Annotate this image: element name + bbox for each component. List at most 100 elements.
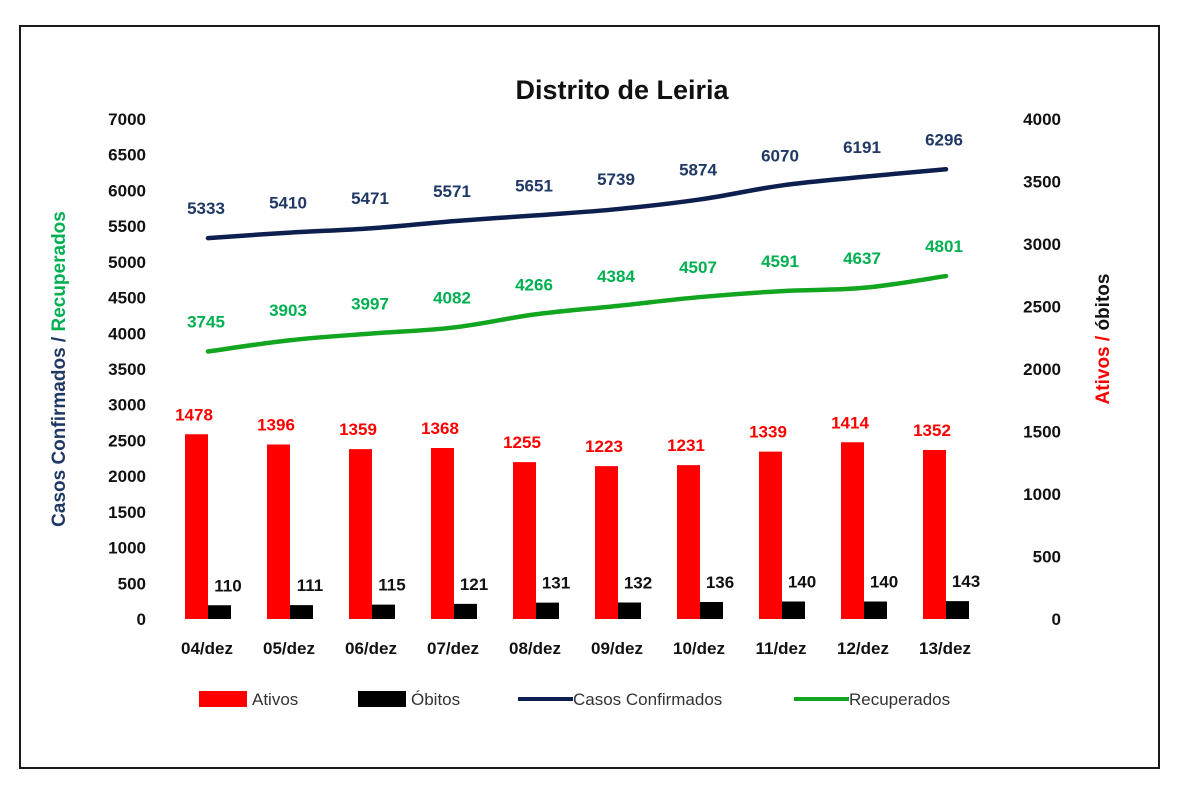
left-tick-label: 4000	[108, 324, 146, 343]
line-casos-confirmados	[205, 167, 949, 241]
label-obitos: 140	[870, 573, 898, 592]
legend-ativos-swatch	[199, 691, 247, 707]
label-obitos: 111	[297, 576, 324, 595]
left-tick-label: 2500	[108, 431, 146, 450]
bar-ativos	[431, 448, 454, 619]
bar-ativos	[267, 444, 290, 619]
label-casos-confirmados: 6191	[843, 138, 881, 157]
left-tick-label: 1500	[108, 503, 146, 522]
label-recuperados: 4384	[597, 267, 635, 286]
x-axis-ticks: 04/dez 05/dez 06/dez 07/dez 08/dez 09/dez 10/d…	[181, 639, 971, 658]
axis-title-part: Casos Confirmados	[49, 347, 70, 526]
label-obitos: 132	[624, 574, 652, 593]
line-series	[205, 167, 949, 354]
label-ativos: 1359	[339, 420, 377, 439]
label-casos-confirmados: 5571	[433, 182, 471, 201]
right-tick-label: 1000	[1023, 485, 1061, 504]
label-recuperados: 4507	[679, 258, 717, 277]
label-recuperados: 4591	[761, 252, 799, 271]
bar-obitos	[290, 605, 313, 619]
left-tick-label: 5500	[108, 217, 146, 236]
label-ativos: 1255	[503, 433, 541, 452]
label-ativos: 1478	[175, 405, 213, 424]
bar-ativos	[677, 465, 700, 619]
x-tick-label: 08/dez	[509, 639, 561, 658]
bar-obitos	[864, 601, 887, 619]
axis-title-part: /	[1093, 331, 1114, 347]
label-recuperados: 3745	[187, 313, 225, 332]
label-obitos: 121	[460, 575, 488, 594]
label-casos-confirmados: 5739	[597, 170, 635, 189]
label-obitos: 136	[706, 573, 734, 592]
label-recuperados: 3903	[269, 301, 307, 320]
right-tick-label: 3000	[1023, 235, 1061, 254]
left-axis-title: Casos Confirmados / Recuperados	[49, 211, 70, 527]
label-casos-confirmados: 5471	[351, 189, 389, 208]
bar-obitos	[372, 604, 395, 619]
right-tick-label: 2500	[1023, 298, 1061, 317]
bar-obitos	[454, 603, 477, 619]
label-recuperados: 4637	[843, 249, 881, 268]
label-ativos: 1339	[749, 423, 787, 442]
left-tick-label: 1000	[108, 539, 146, 558]
bar-ativos	[759, 451, 782, 619]
bar-ativos	[595, 466, 618, 619]
label-recuperados: 4266	[515, 275, 553, 294]
label-ativos: 1368	[421, 419, 459, 438]
left-tick-label: 6500	[108, 146, 146, 165]
bar-ativos	[841, 442, 864, 619]
chart-frame	[19, 25, 1160, 769]
bar-obitos	[536, 602, 559, 619]
legend-obitos-swatch	[358, 691, 406, 707]
axis-title-part: /	[49, 332, 70, 348]
label-casos-confirmados: 5333	[187, 199, 225, 218]
left-tick-label: 5000	[108, 253, 146, 272]
legend-ativos-label: Ativos	[252, 690, 298, 709]
legend: Ativos Óbitos Casos Confirmados Recuperados	[199, 690, 950, 709]
label-ativos: 1231	[667, 436, 705, 455]
x-tick-label: 12/dez	[837, 639, 889, 658]
label-obitos: 115	[378, 576, 405, 595]
x-tick-label: 07/dez	[427, 639, 479, 658]
x-tick-label: 09/dez	[591, 639, 643, 658]
line-recuperados	[205, 273, 949, 354]
x-tick-label: 13/dez	[919, 639, 971, 658]
axis-title-part: óbitos	[1093, 274, 1114, 331]
right-tick-label: 2000	[1023, 360, 1061, 379]
label-casos-confirmados: 6070	[761, 146, 799, 165]
right-tick-label: 4000	[1023, 110, 1061, 129]
right-axis-title: Ativos / óbitos	[1093, 274, 1114, 405]
right-tick-label: 0	[1052, 610, 1061, 629]
left-tick-label: 3500	[108, 360, 146, 379]
label-ativos: 1352	[913, 421, 951, 440]
left-axis-ticks: 0 500 1000 1500 2000 2500 3000 3500 4000 4500 5000…	[108, 110, 146, 629]
right-tick-label: 1500	[1023, 423, 1061, 442]
left-tick-label: 3000	[108, 396, 146, 415]
label-casos-confirmados: 6296	[925, 130, 963, 149]
legend-casos-confirmados-label: Casos Confirmados	[573, 690, 722, 709]
axis-title-part: Recuperados	[49, 211, 70, 331]
label-ativos: 1414	[831, 413, 869, 432]
axis-title-part: Ativos	[1093, 346, 1114, 404]
left-tick-label: 6000	[108, 181, 146, 200]
label-casos-confirmados: 5651	[515, 176, 553, 195]
bar-obitos	[618, 602, 641, 619]
x-tick-label: 10/dez	[673, 639, 725, 658]
bar-obitos	[782, 601, 805, 619]
x-tick-label: 11/dez	[755, 639, 806, 658]
label-ativos: 1223	[585, 437, 623, 456]
bar-series	[185, 434, 969, 619]
left-tick-label: 4500	[108, 289, 146, 308]
bar-ativos	[923, 450, 946, 619]
legend-obitos-label: Óbitos	[411, 690, 460, 709]
left-tick-label: 2000	[108, 467, 146, 486]
left-tick-label: 0	[137, 610, 146, 629]
x-tick-label: 05/dez	[263, 639, 315, 658]
label-obitos: 110	[214, 576, 241, 595]
bar-obitos	[208, 605, 231, 619]
bar-ativos	[513, 462, 536, 619]
x-tick-label: 06/dez	[345, 639, 397, 658]
label-recuperados: 3997	[351, 295, 389, 314]
bar-obitos	[700, 602, 723, 619]
